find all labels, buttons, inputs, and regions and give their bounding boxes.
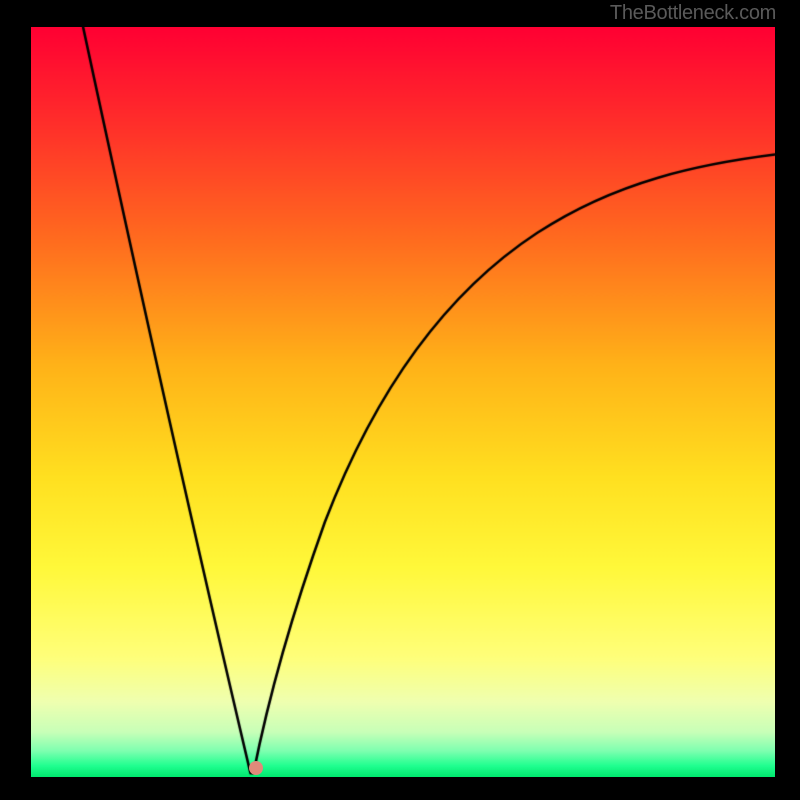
gradient-background	[31, 27, 775, 777]
plot-area	[31, 27, 775, 777]
bottleneck-marker-dot	[249, 761, 263, 775]
watermark-text: TheBottleneck.com	[610, 2, 776, 25]
